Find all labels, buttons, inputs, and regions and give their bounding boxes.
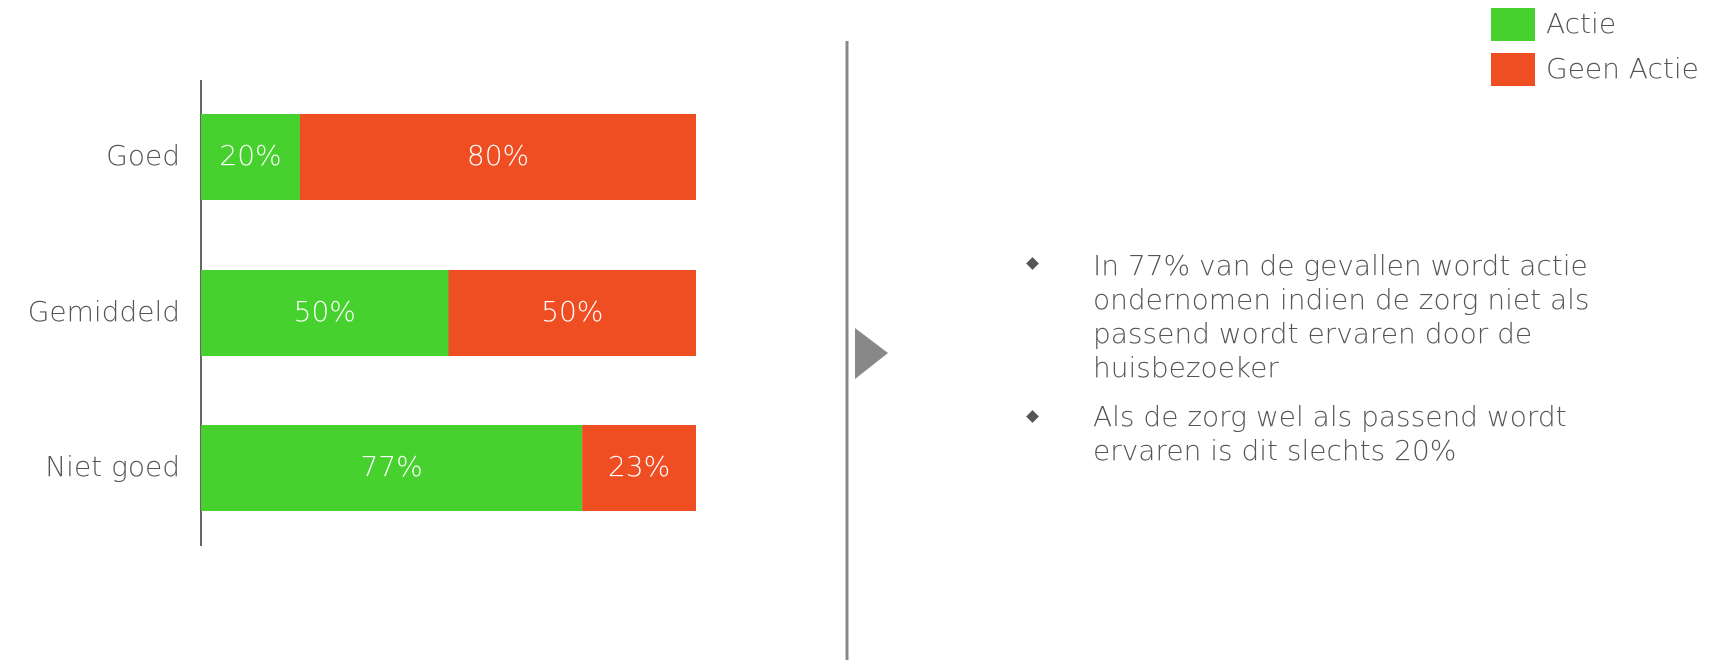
value-label: 50% (294, 295, 356, 328)
legend-swatch (1491, 53, 1535, 86)
bar-segment (448, 270, 696, 356)
value-label: 20% (219, 139, 281, 172)
bullet-text: In 77% van de gevallen wordt actie onder… (1093, 249, 1590, 384)
bullet-marker (1026, 410, 1039, 423)
value-label: 50% (541, 295, 603, 328)
value-label: 80% (467, 139, 529, 172)
bar-segment (300, 114, 696, 200)
bullet-text: Als de zorg wel als passend wordt ervare… (1093, 400, 1567, 467)
category-label: Niet goed (45, 450, 180, 483)
bullet-marker (1026, 257, 1039, 270)
legend-label: Actie (1546, 7, 1616, 40)
bar-segment (201, 114, 300, 200)
value-label: 77% (360, 450, 422, 483)
arrow (855, 328, 888, 379)
bar-segment (582, 425, 696, 511)
value-label: 23% (608, 450, 670, 483)
category-label: Gemiddeld (28, 295, 180, 328)
legend-label: Geen Actie (1546, 52, 1699, 85)
legend-swatch (1491, 8, 1535, 41)
bar-segment (201, 425, 583, 511)
bar-segment (201, 270, 449, 356)
category-label: Goed (106, 139, 180, 172)
